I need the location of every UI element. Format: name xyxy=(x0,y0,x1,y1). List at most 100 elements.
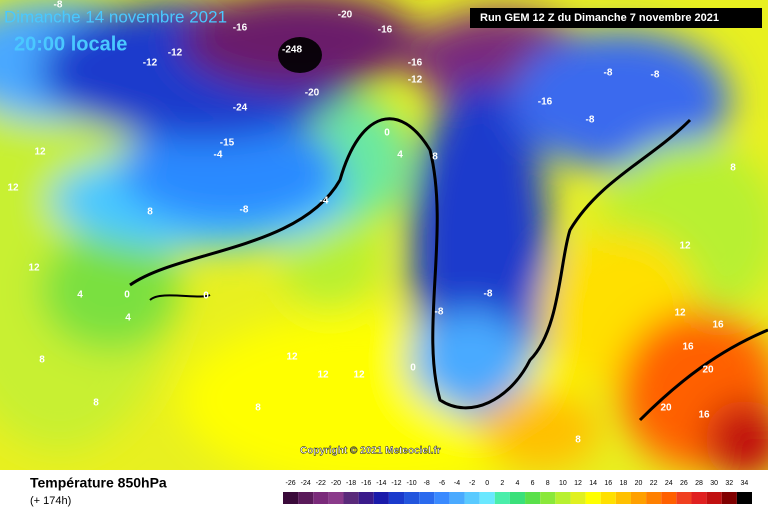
colorbar-label: 20 xyxy=(635,480,643,487)
contour-label: 12 xyxy=(286,352,298,363)
colorbar-label: -8 xyxy=(424,480,430,487)
contour-label: 8 xyxy=(432,152,438,163)
contour-label: 12 xyxy=(674,308,686,319)
colorbar-label: 30 xyxy=(710,480,718,487)
colorbar-swatch xyxy=(691,492,707,504)
colorbar-swatch xyxy=(646,492,662,504)
colorbar-label: 10 xyxy=(559,480,567,487)
contour-label: -8 xyxy=(240,205,249,216)
contour-label: 16 xyxy=(698,410,710,421)
contour-label: 8 xyxy=(147,207,153,218)
colorbar-swatch xyxy=(540,492,556,504)
colorbar-swatch xyxy=(585,492,601,504)
colorbar-swatch xyxy=(600,492,616,504)
colorbar-swatch xyxy=(388,492,405,504)
colorbar-label: 28 xyxy=(695,480,703,487)
contour-label: 8 xyxy=(575,435,581,446)
colorbar-label: -24 xyxy=(301,480,311,487)
colorbar-label: 34 xyxy=(741,480,749,487)
colorbar-label: 14 xyxy=(589,480,597,487)
map xyxy=(0,0,768,470)
contour-label: 0 xyxy=(410,363,416,374)
colorbar-label: 26 xyxy=(680,480,688,487)
colorbar-label: -20 xyxy=(331,480,341,487)
colorbar-swatch xyxy=(555,492,571,504)
contour-label: 20 xyxy=(660,403,672,414)
colorbar-swatch xyxy=(479,492,495,504)
contour-label: -12 xyxy=(168,48,183,59)
contour-label: -8 xyxy=(435,307,444,318)
colorbar-label: 2 xyxy=(500,480,504,487)
colorbar-swatch xyxy=(434,492,450,504)
contour-label: -8 xyxy=(651,70,660,81)
contour-label: -8 xyxy=(586,115,595,126)
contour-label: -8 xyxy=(604,68,613,79)
contour-label: -12 xyxy=(143,58,158,69)
colorbar-label: 22 xyxy=(650,480,658,487)
colorbar-swatch xyxy=(509,492,526,504)
colorbar-swatch xyxy=(449,492,465,504)
contour-label: -16 xyxy=(378,25,393,36)
colorbar-swatch xyxy=(676,492,692,504)
colorbar-swatch xyxy=(736,492,752,504)
colorbar-label: -4 xyxy=(454,480,460,487)
colorbar-label: -10 xyxy=(407,480,417,487)
contour-label: 12 xyxy=(28,263,40,274)
contour-label: -15 xyxy=(220,138,235,149)
colorbar-label: -18 xyxy=(346,480,356,487)
contour-label: 8 xyxy=(730,163,736,174)
contour-label: 12 xyxy=(317,370,329,381)
colorbar-swatch xyxy=(494,492,510,504)
colorbar-label: 16 xyxy=(604,480,612,487)
copyright: Copyright © 2021 Meteociel.fr xyxy=(300,446,441,457)
contour-label: 0 xyxy=(203,291,209,302)
contour-label: 16 xyxy=(682,342,694,353)
colorbar-swatch xyxy=(721,492,737,504)
colorbar-label: 12 xyxy=(574,480,582,487)
run-info: Run GEM 12 Z du Dimanche 7 novembre 2021 xyxy=(480,12,719,24)
colorbar-swatch xyxy=(615,492,631,504)
colorbar-swatch xyxy=(328,492,344,504)
contour-label: 0 xyxy=(384,128,390,139)
colorbar-label: -14 xyxy=(376,480,386,487)
colorbar-label: -22 xyxy=(316,480,326,487)
contour-label: 12 xyxy=(34,147,46,158)
contour-label: -4 xyxy=(320,196,329,207)
contour-label: 8 xyxy=(255,403,261,414)
colorbar-label: 0 xyxy=(485,480,489,487)
contour-label: -16 xyxy=(408,58,423,69)
contour-label: -16 xyxy=(233,23,248,34)
lead-time: (+ 174h) xyxy=(30,495,71,507)
contour-label: -8 xyxy=(54,0,63,11)
colorbar-label: 24 xyxy=(665,480,673,487)
colorbar-swatch xyxy=(630,492,647,504)
variable: Température 850hPa xyxy=(30,475,167,491)
colorbar-swatch xyxy=(661,492,677,504)
contour-label: -248 xyxy=(282,45,302,56)
colorbar-label: -2 xyxy=(469,480,475,487)
colorbar-swatch xyxy=(373,492,389,504)
time: 20:00 locale xyxy=(14,33,127,55)
contour-label: 20 xyxy=(702,365,714,376)
colorbar-swatch xyxy=(419,492,435,504)
colorbar-label: -12 xyxy=(391,480,401,487)
colorbar-label: -26 xyxy=(286,480,296,487)
contour-label: 4 xyxy=(397,150,403,161)
contour-label: 8 xyxy=(93,398,99,409)
contour-label: 12 xyxy=(679,241,691,252)
contour-label: 0 xyxy=(124,290,130,301)
colorbar-swatch xyxy=(298,492,314,504)
colorbar-swatch xyxy=(706,492,722,504)
contour-label: 8 xyxy=(39,355,45,366)
colorbar-swatch xyxy=(464,492,480,504)
contour-label: -4 xyxy=(214,150,223,161)
contour-label: 4 xyxy=(125,313,131,324)
colorbar-swatch xyxy=(283,492,299,504)
colorbar-swatch xyxy=(343,492,359,504)
colorbar-label: 18 xyxy=(620,480,628,487)
colorbar-swatch xyxy=(570,492,586,504)
contour-label: -24 xyxy=(233,103,248,114)
contour-label: 12 xyxy=(353,370,365,381)
title: Dimanche 14 novembre 2021 xyxy=(4,7,227,26)
contour-label: -8 xyxy=(484,289,493,300)
